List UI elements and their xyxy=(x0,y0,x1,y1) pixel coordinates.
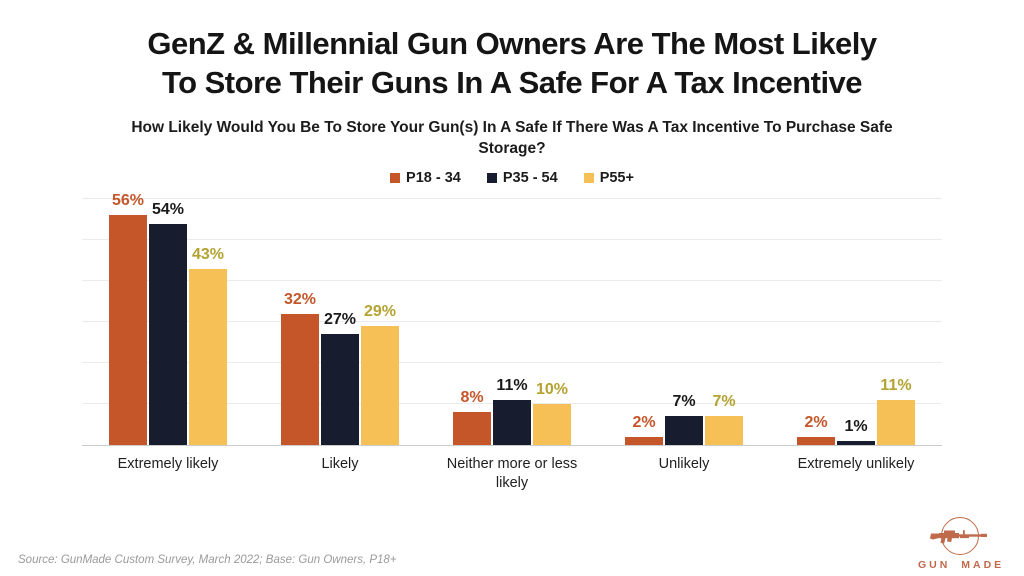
bar: 2% xyxy=(797,414,835,445)
bar-value-label: 11% xyxy=(496,376,528,394)
rifle-icon xyxy=(930,530,987,544)
bar: 11% xyxy=(877,377,915,445)
bar: 7% xyxy=(665,393,703,445)
chart-title: GenZ & Millennial Gun Owners Are The Mos… xyxy=(0,0,1024,102)
x-axis-category-label: Extremely unlikely xyxy=(797,455,915,472)
bar-group: 2% 7% 7% xyxy=(598,200,770,445)
bar: 27% xyxy=(321,311,359,445)
legend-label: P18 - 34 xyxy=(406,169,461,186)
x-axis-category-label: Unlikely xyxy=(658,455,710,472)
bar-value-label: 27% xyxy=(323,311,357,329)
bar: 56% xyxy=(109,192,147,445)
legend-item-1: P18 - 34 xyxy=(390,170,461,186)
bar: 54% xyxy=(149,201,187,445)
x-axis-labels: Extremely likely Likely Neither more or le… xyxy=(82,455,942,493)
chart-subtitle-line-2: Storage? xyxy=(478,140,546,158)
bar: 10% xyxy=(533,381,571,445)
bar: 29% xyxy=(361,303,399,445)
bar-value-label: 1% xyxy=(844,417,868,435)
legend-swatch-icon xyxy=(390,172,401,183)
bar-chart: 56% 54% 43% 32% 27% 29% 8% 11% 10% 2% 7% 7% 2% 1% 11% … xyxy=(82,192,942,493)
bar: 11% xyxy=(493,377,531,445)
bar: 2% xyxy=(625,414,663,445)
chart-title-line-1: GenZ & Millennial Gun Owners Are The Mos… xyxy=(147,26,877,61)
bar-group: 32% 27% 29% xyxy=(254,200,426,445)
chart-subtitle-line-1: How Likely Would You Be To Store Your Gu… xyxy=(131,119,893,137)
bar-value-label: 7% xyxy=(672,393,696,411)
bar-value-label: 2% xyxy=(804,413,828,431)
plot-area: 56% 54% 43% 32% 27% 29% 8% 11% 10% 2% 7% 7% 2% 1% 11% xyxy=(82,192,942,446)
bar: 7% xyxy=(705,393,743,445)
bar-group: 56% 54% 43% xyxy=(82,192,254,445)
bar-value-label: 7% xyxy=(712,393,736,411)
x-axis-category-label: Extremely likely xyxy=(117,455,219,472)
bar: 1% xyxy=(837,418,875,445)
legend-label: P55+ xyxy=(599,169,634,186)
x-axis-category-label: Likely xyxy=(321,455,359,472)
gridline xyxy=(82,238,942,240)
bar-value-label: 11% xyxy=(880,376,912,394)
bar-value-label: 56% xyxy=(111,192,145,210)
bar-value-label: 29% xyxy=(363,303,397,321)
bar-value-label: 2% xyxy=(632,413,656,431)
legend-swatch-icon xyxy=(583,172,594,183)
x-axis-category-label: Neither more or less likely xyxy=(446,455,578,491)
bar-value-label: 8% xyxy=(460,389,484,407)
bar-value-label: 32% xyxy=(283,290,317,308)
bar: 8% xyxy=(453,389,491,445)
legend: P18 - 34 P35 - 54 P55+ xyxy=(0,170,1024,186)
legend-swatch-icon xyxy=(486,172,497,183)
bar-groups: 56% 54% 43% 32% 27% 29% 8% 11% 10% 2% 7% 7% 2% 1% 11% xyxy=(82,192,942,445)
logo-mark xyxy=(930,517,987,555)
bar-group: 2% 1% 11% xyxy=(770,200,942,445)
bar: 32% xyxy=(281,291,319,445)
gunmade-logo: GUN MADE xyxy=(918,517,1002,571)
chart-title-line-2: To Store Their Guns In A Safe For A Tax … xyxy=(161,65,863,101)
gridline xyxy=(82,361,942,363)
legend-item-3: P55+ xyxy=(583,169,634,186)
bar: 43% xyxy=(189,246,227,445)
bar-group: 8% 11% 10% xyxy=(426,200,598,445)
logo-wordmark: GUN MADE xyxy=(918,559,1005,571)
bar-value-label: 10% xyxy=(535,380,569,398)
chart-subtitle: How Likely Would You Be To Store Your Gu… xyxy=(0,118,1024,160)
gridline xyxy=(82,279,942,281)
gridline xyxy=(82,197,942,199)
source-note: Source: GunMade Custom Survey, March 202… xyxy=(18,554,397,566)
legend-item-2: P35 - 54 xyxy=(486,169,558,186)
gridline xyxy=(82,320,942,322)
bar-value-label: 43% xyxy=(191,245,225,263)
legend-label: P35 - 54 xyxy=(502,169,558,186)
bar-value-label: 54% xyxy=(151,200,185,218)
